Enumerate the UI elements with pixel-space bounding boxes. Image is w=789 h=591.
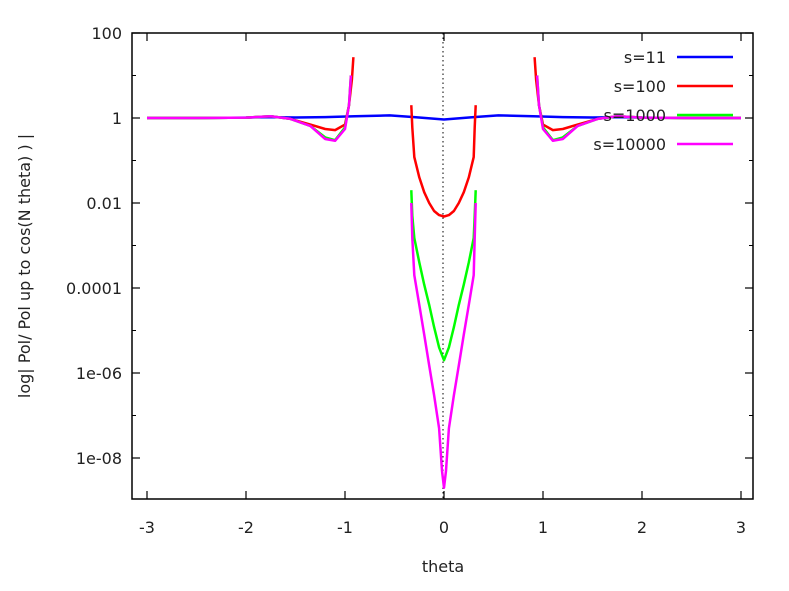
series-line-s-1000 xyxy=(410,190,477,362)
legend-label: s=11 xyxy=(624,48,666,67)
series-line-s-1000 xyxy=(147,75,353,142)
y-tick-label: 1 xyxy=(112,109,122,128)
tick-labels: -3 -2 -1 0 1 2 3 1e-08 1e-06 0.0001 0.01 1 100 xyxy=(66,24,746,537)
series-lines xyxy=(147,57,741,489)
y-axis-label: log| Pol/ Pol up to cos(N theta) ) | xyxy=(15,134,34,398)
x-tick-label: -2 xyxy=(238,518,254,537)
legend: s=11 s=100 s=1000 s=10000 xyxy=(593,48,733,154)
ticks xyxy=(132,32,753,499)
x-axis-label: theta xyxy=(422,557,464,576)
legend-label: s=1000 xyxy=(604,106,666,125)
series-line-s-10000 xyxy=(147,75,353,143)
legend-label: s=10000 xyxy=(593,135,666,154)
y-tick-label: 1e-06 xyxy=(76,364,122,383)
x-tick-label: 2 xyxy=(637,518,647,537)
series-line-s-100 xyxy=(410,105,477,218)
y-tick-label: 0.01 xyxy=(86,194,122,213)
x-tick-label: -1 xyxy=(337,518,353,537)
x-tick-label: 0 xyxy=(439,518,449,537)
series-line-s-10000 xyxy=(410,202,477,489)
x-tick-label: 3 xyxy=(736,518,746,537)
y-tick-label: 1e-08 xyxy=(76,449,122,468)
legend-label: s=100 xyxy=(614,77,666,96)
x-tick-label: -3 xyxy=(139,518,155,537)
x-tick-label: 1 xyxy=(538,518,548,537)
series-line-s-10000 xyxy=(535,75,741,143)
y-tick-label: 0.0001 xyxy=(66,279,122,298)
y-tick-label: 100 xyxy=(91,24,122,43)
